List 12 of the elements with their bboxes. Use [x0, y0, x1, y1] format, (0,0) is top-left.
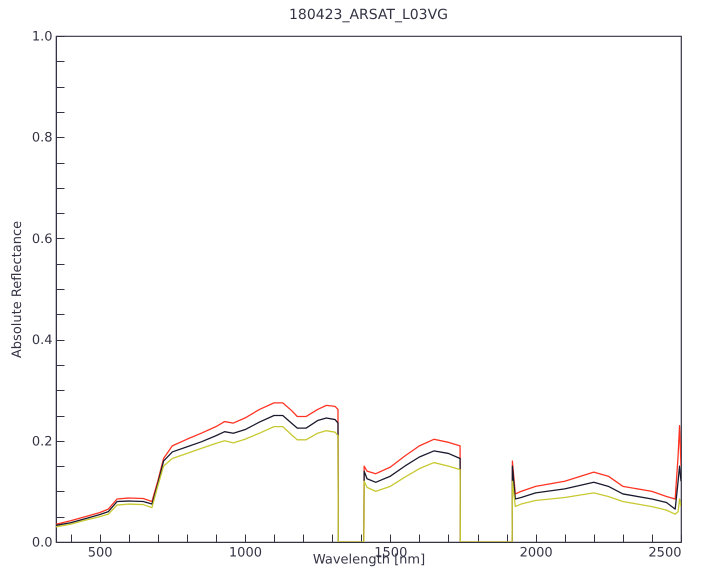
- y-tick-label: 0.2: [32, 434, 52, 450]
- x-tick-label: 1000: [228, 546, 262, 560]
- y-tick-label: 0.4: [32, 333, 52, 348]
- chart-title: 180423_ARSAT_L03VG: [289, 7, 448, 23]
- y-tick-label: 0.0: [32, 536, 52, 550]
- y-tick-label: 0.8: [32, 130, 52, 146]
- x-tick-label: 2500: [648, 546, 682, 560]
- y-tick-label: 0.6: [32, 232, 52, 247]
- y-axis-title: Absolute Reflectance: [10, 220, 25, 358]
- x-tick-label: 500: [88, 546, 113, 560]
- y-tick-label: 1.0: [32, 30, 52, 44]
- x-tick-label: 2000: [520, 546, 553, 560]
